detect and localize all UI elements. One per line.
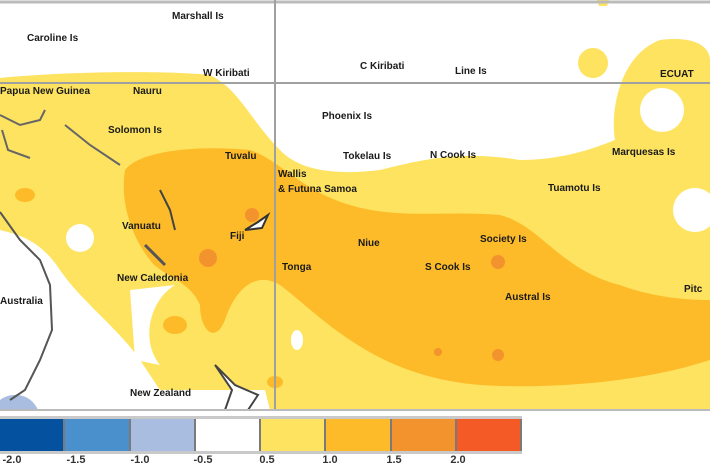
region-white-tasman xyxy=(130,285,175,365)
label-fiji: Fiji xyxy=(230,231,245,242)
legend-swatch xyxy=(261,419,327,451)
legend-tick-label: 0.5 xyxy=(259,454,275,466)
label-vanuatu: Vanuatu xyxy=(122,221,161,232)
legend-swatch xyxy=(0,419,66,451)
region-light-blue xyxy=(0,394,38,410)
label-tokelau: Tokelau Is xyxy=(343,151,392,162)
region-white-patch xyxy=(673,188,710,232)
label-phoenix: Phoenix Is xyxy=(322,111,372,122)
legend-swatch xyxy=(391,419,457,451)
legend-ticks: -2.0 -1.5 -1.0 -0.5 0.5 1.0 1.5 2.0 xyxy=(0,454,710,473)
label-marshall: Marshall Is xyxy=(172,11,224,22)
label-pitcairn: Pitc xyxy=(684,284,703,295)
region-orange-patch xyxy=(163,316,187,334)
australia-coastline xyxy=(0,211,54,401)
label-tonga: Tonga xyxy=(282,262,312,273)
label-australia: Australia xyxy=(0,296,43,307)
new-caledonia-island xyxy=(143,243,167,267)
label-nauru: Nauru xyxy=(133,86,162,97)
label-s-cook: S Cook Is xyxy=(425,262,471,273)
fiji-islands xyxy=(244,212,271,231)
label-w-kiribati: W Kiribati xyxy=(203,68,250,79)
region-orange-patch xyxy=(15,188,35,202)
region-white-patch xyxy=(66,224,94,252)
label-png: Papua New Guinea xyxy=(0,86,90,97)
region-white-patch xyxy=(291,330,303,350)
legend-tick-label: -2.0 xyxy=(2,454,22,466)
legend-tick-label: 1.0 xyxy=(322,454,338,466)
label-futuna-samoa: & Futuna Samoa xyxy=(278,184,357,195)
legend-tick-label: 2.0 xyxy=(450,454,466,466)
region-yellow-patch xyxy=(578,48,608,78)
legend-swatch xyxy=(326,419,392,451)
region-dark-orange-spot xyxy=(491,255,505,269)
label-society: Society Is xyxy=(480,234,527,245)
png-coastline xyxy=(0,109,121,166)
label-new-zealand: New Zealand xyxy=(130,388,191,399)
label-tuamotu: Tuamotu Is xyxy=(548,183,601,194)
label-wallis: Wallis xyxy=(278,169,307,180)
legend-swatch xyxy=(195,419,261,451)
label-solomon: Solomon Is xyxy=(108,125,162,136)
label-niue: Niue xyxy=(358,238,380,249)
vanuatu-islands xyxy=(159,189,176,231)
legend-tick-label: -0.5 xyxy=(193,454,213,466)
legend-swatch xyxy=(65,419,131,451)
label-new-caledonia: New Caledonia xyxy=(117,273,189,284)
legend-tick-label: -1.0 xyxy=(130,454,150,466)
label-c-kiribati: C Kiribati xyxy=(360,61,405,72)
legend-tick-label: 1.5 xyxy=(386,454,402,466)
region-dark-orange-spot xyxy=(199,249,217,267)
label-ecuat: ECUAT xyxy=(660,69,694,80)
region-dark-orange-spot xyxy=(492,349,504,361)
legend-tick-label: -1.5 xyxy=(66,454,86,466)
label-n-cook: N Cook Is xyxy=(430,150,477,161)
label-tuvalu: Tuvalu xyxy=(225,151,256,162)
legend-swatch xyxy=(130,419,196,451)
legend-swatch xyxy=(456,419,522,451)
label-marquesas: Marquesas Is xyxy=(612,147,676,158)
region-dark-orange-spot xyxy=(434,348,442,356)
region-dark-orange-spot xyxy=(245,208,259,222)
label-austral: Austral Is xyxy=(505,292,551,303)
region-orange xyxy=(123,148,710,387)
label-line: Line Is xyxy=(455,66,487,77)
region-white-patch xyxy=(640,88,684,132)
color-legend xyxy=(0,416,522,454)
region-white-coast xyxy=(0,230,165,410)
label-caroline: Caroline Is xyxy=(27,33,79,44)
anomaly-map: Marshall Is Caroline Is Papua New Guinea… xyxy=(0,0,710,411)
